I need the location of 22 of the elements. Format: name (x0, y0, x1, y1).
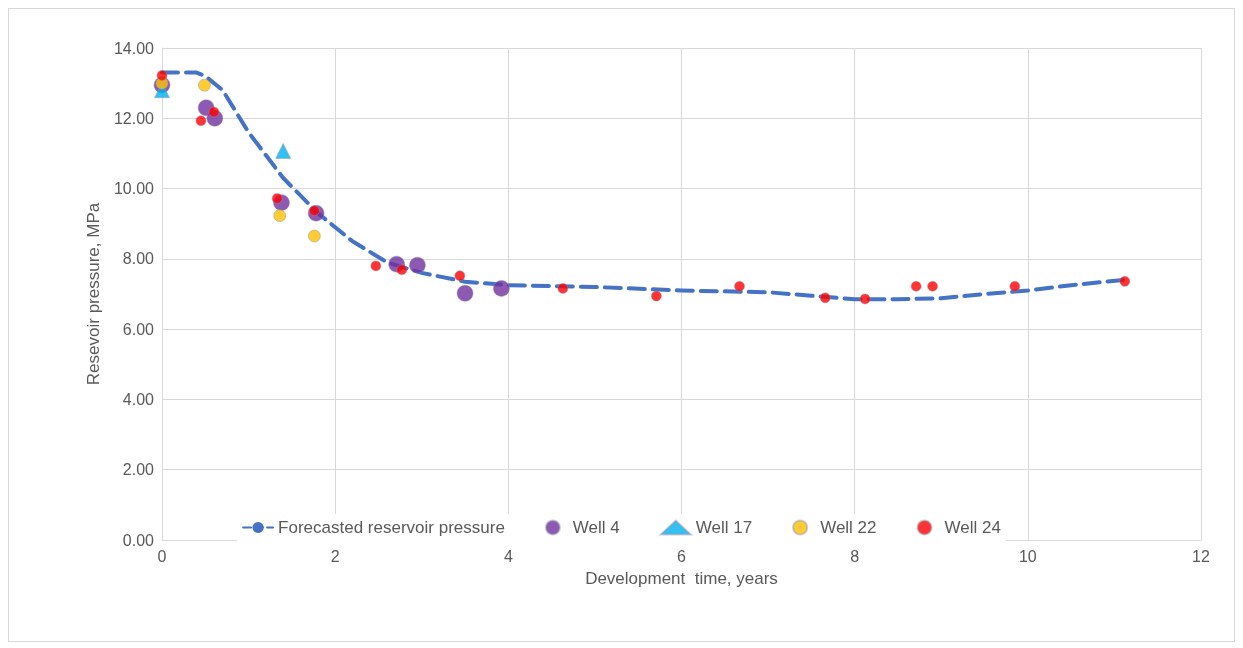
x-tick-label: 0 (157, 547, 167, 565)
y-tick-label: 10.00 (113, 180, 155, 198)
y-tick-label: 0.00 (122, 531, 155, 549)
x-tick-label: 2 (330, 547, 340, 565)
y-tick-label: 12.00 (113, 109, 155, 127)
legend-label: Well 22 (820, 518, 877, 537)
x-tick-label: 8 (850, 547, 860, 565)
x-tick-label: 4 (503, 547, 513, 565)
y-tick-label: 6.00 (122, 320, 155, 338)
x-tick-label: 6 (677, 547, 687, 565)
legend-label: Well 24 (944, 518, 1001, 537)
y-axis-title: Resevoir pressure, MPa (84, 202, 103, 386)
y-tick-label: 2.00 (122, 461, 155, 479)
y-tick-label: 4.00 (122, 390, 155, 408)
x-tick-label: 12 (1192, 547, 1210, 565)
x-tick-label: 10 (1018, 547, 1037, 565)
legend-label: Forecasted reservoir pressure (278, 518, 505, 537)
y-tick-label: 8.00 (122, 250, 155, 268)
x-axis-title: Development time, years (585, 569, 778, 588)
y-tick-label: 14.00 (113, 39, 155, 57)
legend-label: Well 17 (695, 518, 753, 537)
legend-label: Well 4 (572, 518, 620, 537)
